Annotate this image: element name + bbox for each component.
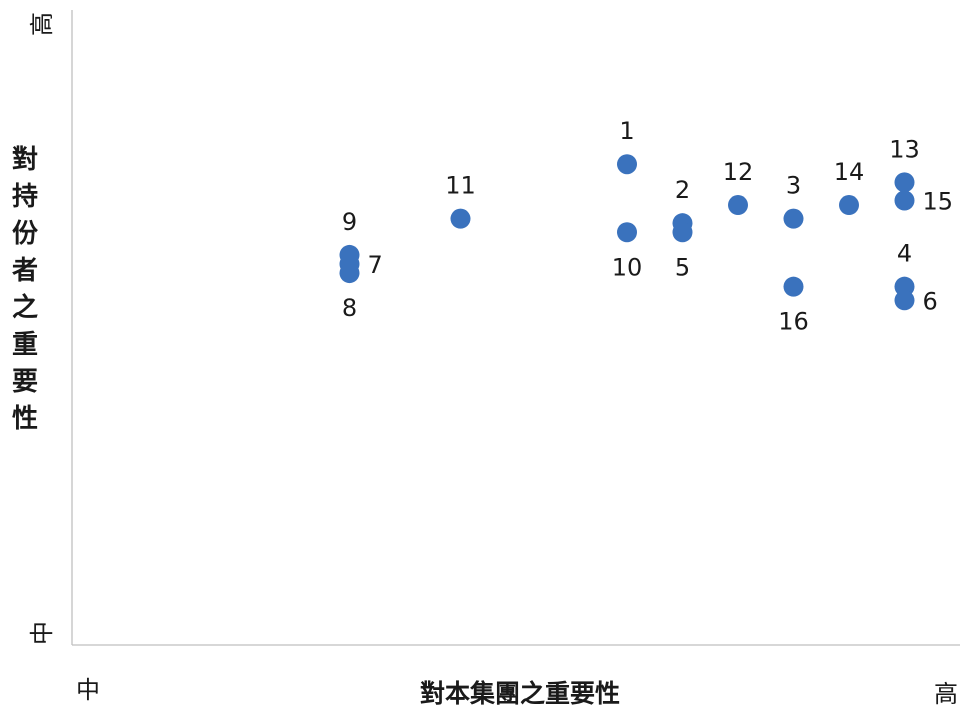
data-points [339,154,915,311]
data-point-14 [839,195,859,216]
data-point-11 [450,208,471,229]
x-axis-low-label: 中 [76,676,100,704]
data-label-8: 8 [342,294,357,322]
y-axis-title-char: 性 [12,404,38,434]
data-point-3 [783,208,804,229]
data-point-15 [894,190,915,211]
data-label-13: 13 [889,135,920,163]
x-axis-high-label: 高 [934,680,958,708]
y-axis-title-char: 要 [12,367,38,397]
data-label-6: 6 [923,287,938,315]
data-label-14: 14 [834,158,865,186]
y-axis-title-char: 對 [12,145,38,175]
data-label-11: 11 [445,172,476,200]
data-label-12: 12 [723,158,754,186]
data-label-5: 5 [675,253,690,281]
data-point-16 [783,276,804,297]
data-label-7: 7 [368,251,383,279]
data-label-15: 15 [923,188,954,216]
data-point-12 [728,195,748,216]
y-axis-high-label: 高 [28,12,56,36]
data-point-9 [339,244,360,265]
data-point-8 [339,263,360,284]
y-axis-end-labels: 高 中 [28,12,56,645]
x-axis-title: 對本集團之重要性 [420,679,620,708]
y-axis-title-char: 之 [12,292,38,323]
data-point-13 [894,172,915,193]
data-label-16: 16 [778,308,809,336]
data-label-2: 2 [675,176,690,204]
data-label-3: 3 [786,172,801,200]
data-point-1 [617,154,637,175]
data-label-4: 4 [897,240,912,268]
data-point-10 [617,222,637,243]
y-axis-title-char: 持 [12,182,38,212]
data-label-1: 1 [619,117,634,145]
y-axis-title-char: 份 [12,219,38,249]
y-axis-title-char: 者 [12,256,38,286]
data-label-9: 9 [342,208,357,236]
data-point-5 [672,222,693,243]
y-axis-low-label: 中 [28,621,56,645]
y-axis-title-char: 重 [12,330,38,360]
data-point-6 [894,290,915,311]
data-label-10: 10 [612,253,643,281]
